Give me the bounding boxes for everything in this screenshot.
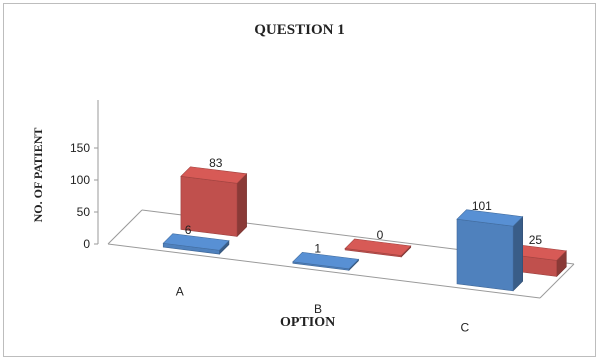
y-tick-label: 100 <box>70 173 90 187</box>
data-label: 25 <box>529 233 543 247</box>
floor-front-edge <box>107 243 541 299</box>
x-axis-label: OPTION <box>280 315 336 330</box>
y-tick-label: 150 <box>70 141 90 155</box>
category-label: C <box>461 320 470 334</box>
bar-front-C-front <box>456 218 514 292</box>
data-label: 1 <box>314 242 321 256</box>
data-label: 0 <box>377 228 384 242</box>
floor-left-edge <box>107 209 143 245</box>
chart-frame <box>3 3 596 357</box>
bar-front-B-top <box>292 252 360 270</box>
bar-back-B-top <box>344 238 412 256</box>
bar-front-A-top <box>162 233 230 251</box>
bar-back-A-top <box>180 166 248 184</box>
bar-front-C-top <box>456 209 524 227</box>
data-label: 6 <box>185 223 192 237</box>
y-tick-label: 50 <box>77 205 91 219</box>
bar-front-C-side <box>512 215 523 292</box>
chart-title: QUESTION 1 <box>254 22 345 38</box>
bar-back-A-side <box>236 173 247 238</box>
y-tick-label: 0 <box>83 237 90 251</box>
data-label: 83 <box>209 156 223 170</box>
category-label: A <box>176 285 184 299</box>
floor-right-edge <box>539 263 575 299</box>
data-label: 101 <box>472 199 492 213</box>
category-label: B <box>314 302 322 316</box>
